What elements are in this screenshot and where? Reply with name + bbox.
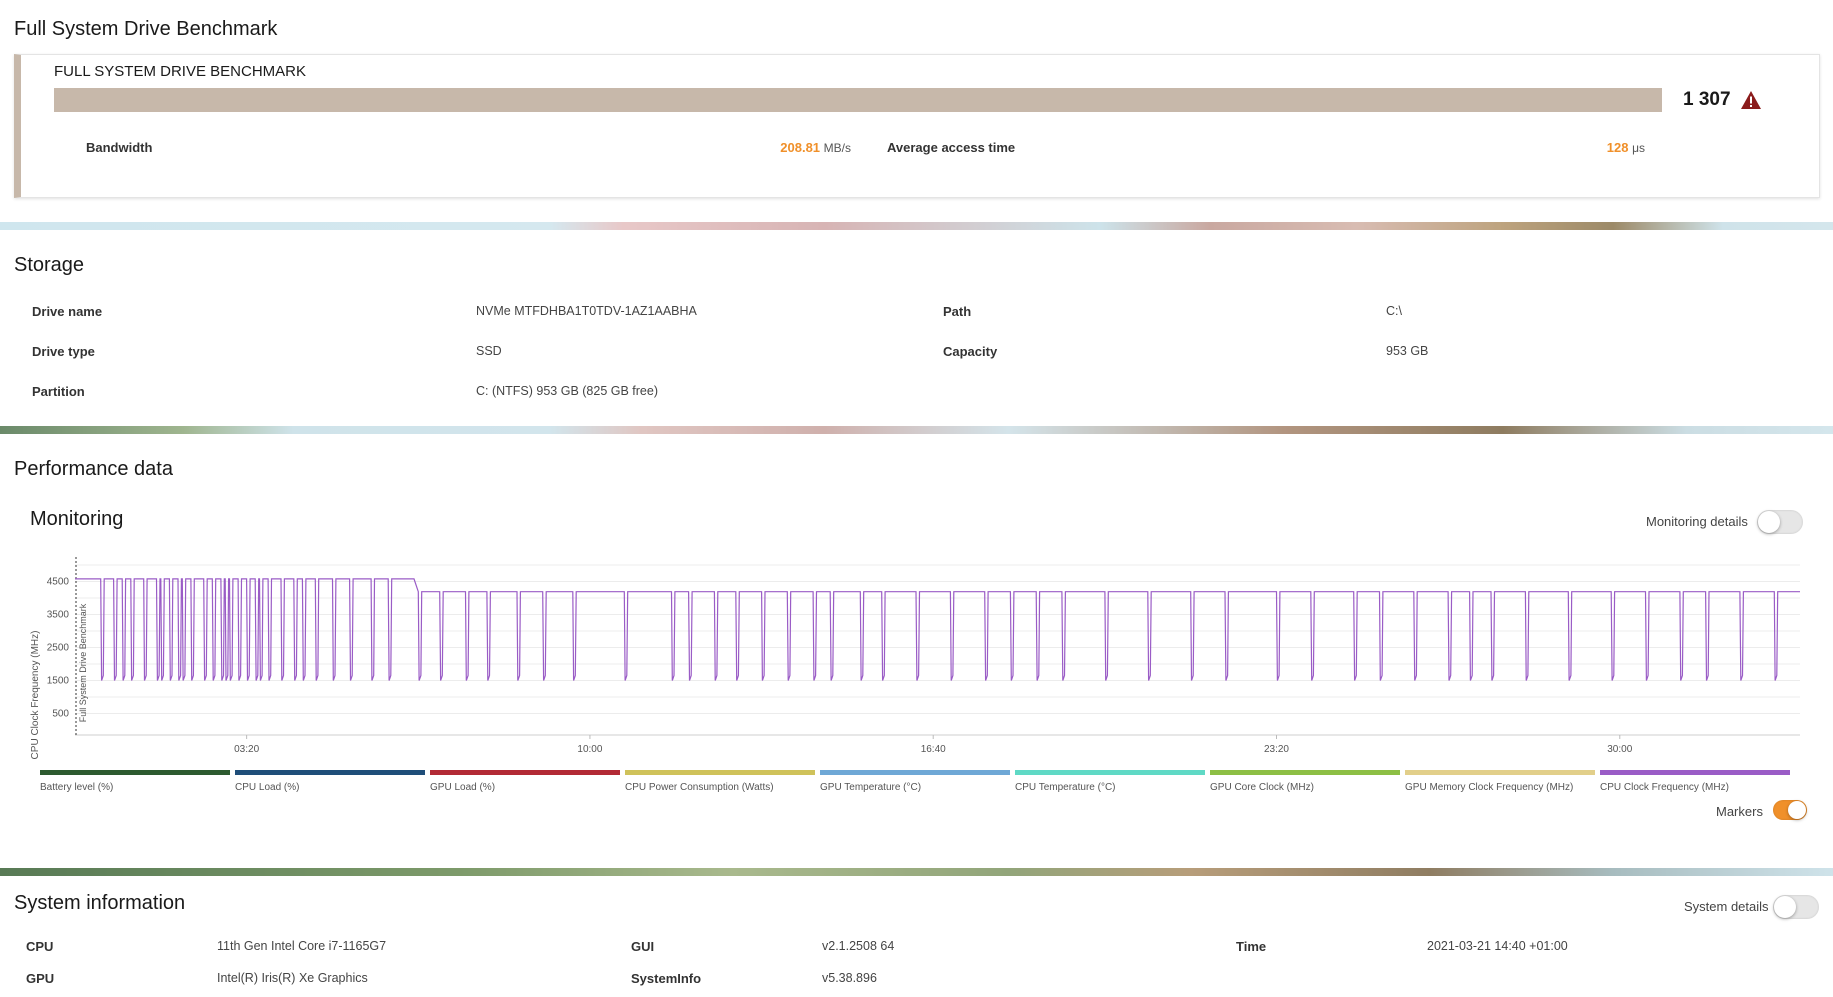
systeminfo-label: SystemInfo (631, 971, 702, 986)
legend-item[interactable]: GPU Temperature (°C) (820, 770, 1010, 793)
system-details-label: System details (1684, 899, 1769, 914)
markers-label: Markers (1716, 804, 1763, 819)
partition-value: C: (NTFS) 953 GB (825 GB free) (476, 384, 658, 398)
bandwidth-label: Bandwidth (86, 140, 153, 155)
partition-label: Partition (32, 384, 85, 399)
gpu-label: GPU (26, 971, 55, 986)
gui-value: v2.1.2508 64 (822, 939, 895, 953)
legend-color-bar (625, 770, 815, 775)
x-tick-label: 10:00 (577, 744, 602, 755)
drive-type-value: SSD (476, 344, 502, 358)
benchmark-score: 1 307 (1683, 89, 1731, 110)
drive-name-value: NVMe MTFDHBA1T0TDV-1AZ1AABHA (476, 304, 697, 318)
legend-item[interactable]: CPU Clock Frequency (MHz) (1600, 770, 1790, 793)
bandwidth-unit: MB/s (823, 141, 851, 155)
path-value: C:\ (1386, 304, 1402, 318)
drive-type-label: Drive type (32, 344, 95, 359)
y-tick-label: 2500 (47, 643, 70, 654)
legend-color-bar (235, 770, 425, 775)
access-time-readout: 128 μs (1421, 140, 1645, 155)
legend-label: CPU Temperature (°C) (1015, 782, 1116, 793)
access-time-label: Average access time (887, 140, 1016, 155)
legend-color-bar (1210, 770, 1400, 775)
systeminfo-value: v5.38.896 (822, 971, 877, 985)
benchmark-card: FULL SYSTEM DRIVE BENCHMARK 1 307 Bandwi… (14, 54, 1820, 198)
legend-color-bar (820, 770, 1010, 775)
path-label: Path (943, 304, 972, 319)
gui-label: GUI (631, 939, 655, 954)
legend-label: GPU Temperature (°C) (820, 782, 922, 793)
legend-item[interactable]: CPU Power Consumption (Watts) (625, 770, 815, 793)
score-bar (54, 88, 1662, 112)
benchmark-marker-label: Full System Drive Benchmark (78, 603, 88, 722)
access-time-value: 128 (1606, 140, 1629, 155)
markers-toggle[interactable] (1773, 800, 1807, 820)
legend-color-bar (430, 770, 620, 775)
legend-item[interactable]: GPU Memory Clock Frequency (MHz) (1405, 770, 1595, 793)
legend-item[interactable]: CPU Temperature (°C) (1015, 770, 1205, 793)
access-time-unit: μs (1632, 141, 1645, 155)
y-tick-label: 3500 (47, 610, 70, 621)
y-axis-label: CPU Clock Frequency (MHz) (30, 631, 41, 760)
y-tick-label: 4500 (47, 577, 70, 588)
gpu-value: Intel(R) Iris(R) Xe Graphics (217, 971, 368, 985)
legend-label: GPU Core Clock (MHz) (1210, 782, 1314, 793)
legend-label: CPU Power Consumption (Watts) (625, 782, 774, 793)
performance-section-title: Performance data (14, 458, 173, 480)
bandwidth-readout: 208.81 MB/s (671, 140, 851, 155)
legend-color-bar (1405, 770, 1595, 775)
legend-color-bar (1600, 770, 1790, 775)
x-tick-label: 23:20 (1264, 744, 1289, 755)
x-tick-label: 03:20 (234, 744, 259, 755)
warning-triangle-icon (1741, 91, 1761, 109)
decorative-divider (0, 426, 1833, 434)
time-label: Time (1236, 939, 1267, 954)
legend-item[interactable]: GPU Core Clock (MHz) (1210, 770, 1400, 793)
capacity-label: Capacity (943, 344, 998, 359)
system-details-toggle[interactable] (1773, 895, 1819, 919)
monitoring-chart: 500 1500 2500 3500 4500 03:20 10:00 16:40 23:20… (30, 557, 1800, 760)
legend-label: CPU Clock Frequency (MHz) (1600, 782, 1729, 793)
cpu-clock-series-line (75, 578, 1800, 681)
legend-item[interactable]: GPU Load (%) (430, 770, 620, 793)
legend-color-bar (40, 770, 230, 775)
benchmark-section-title: Full System Drive Benchmark (14, 18, 278, 40)
legend-color-bar (1015, 770, 1205, 775)
system-info-section-title: System information (14, 892, 186, 914)
legend-label: CPU Load (%) (235, 782, 300, 793)
bandwidth-value: 208.81 (780, 140, 821, 155)
monitoring-details-toggle[interactable] (1757, 510, 1803, 534)
capacity-value: 953 GB (1386, 344, 1429, 358)
y-tick-label: 500 (52, 709, 69, 720)
legend-item[interactable]: CPU Load (%) (235, 770, 425, 793)
cpu-value: 11th Gen Intel Core i7-1165G7 (217, 939, 387, 953)
monitoring-title: Monitoring (30, 508, 124, 530)
y-tick-label: 1500 (47, 676, 70, 687)
time-value: 2021-03-21 14:40 +01:00 (1427, 939, 1568, 953)
x-tick-label: 16:40 (921, 744, 946, 755)
decorative-divider (0, 868, 1833, 876)
decorative-divider (0, 222, 1833, 230)
x-tick-label: 30:00 (1607, 744, 1632, 755)
legend-item[interactable]: Battery level (%) (40, 770, 230, 793)
legend-label: GPU Memory Clock Frequency (MHz) (1405, 782, 1574, 793)
drive-name-label: Drive name (32, 304, 103, 319)
legend-label: Battery level (%) (40, 782, 114, 793)
benchmark-card-title: FULL SYSTEM DRIVE BENCHMARK (54, 63, 306, 80)
monitoring-details-label: Monitoring details (1646, 514, 1748, 529)
legend-label: GPU Load (%) (430, 782, 496, 793)
storage-section-title: Storage (14, 254, 85, 276)
cpu-label: CPU (26, 939, 54, 954)
